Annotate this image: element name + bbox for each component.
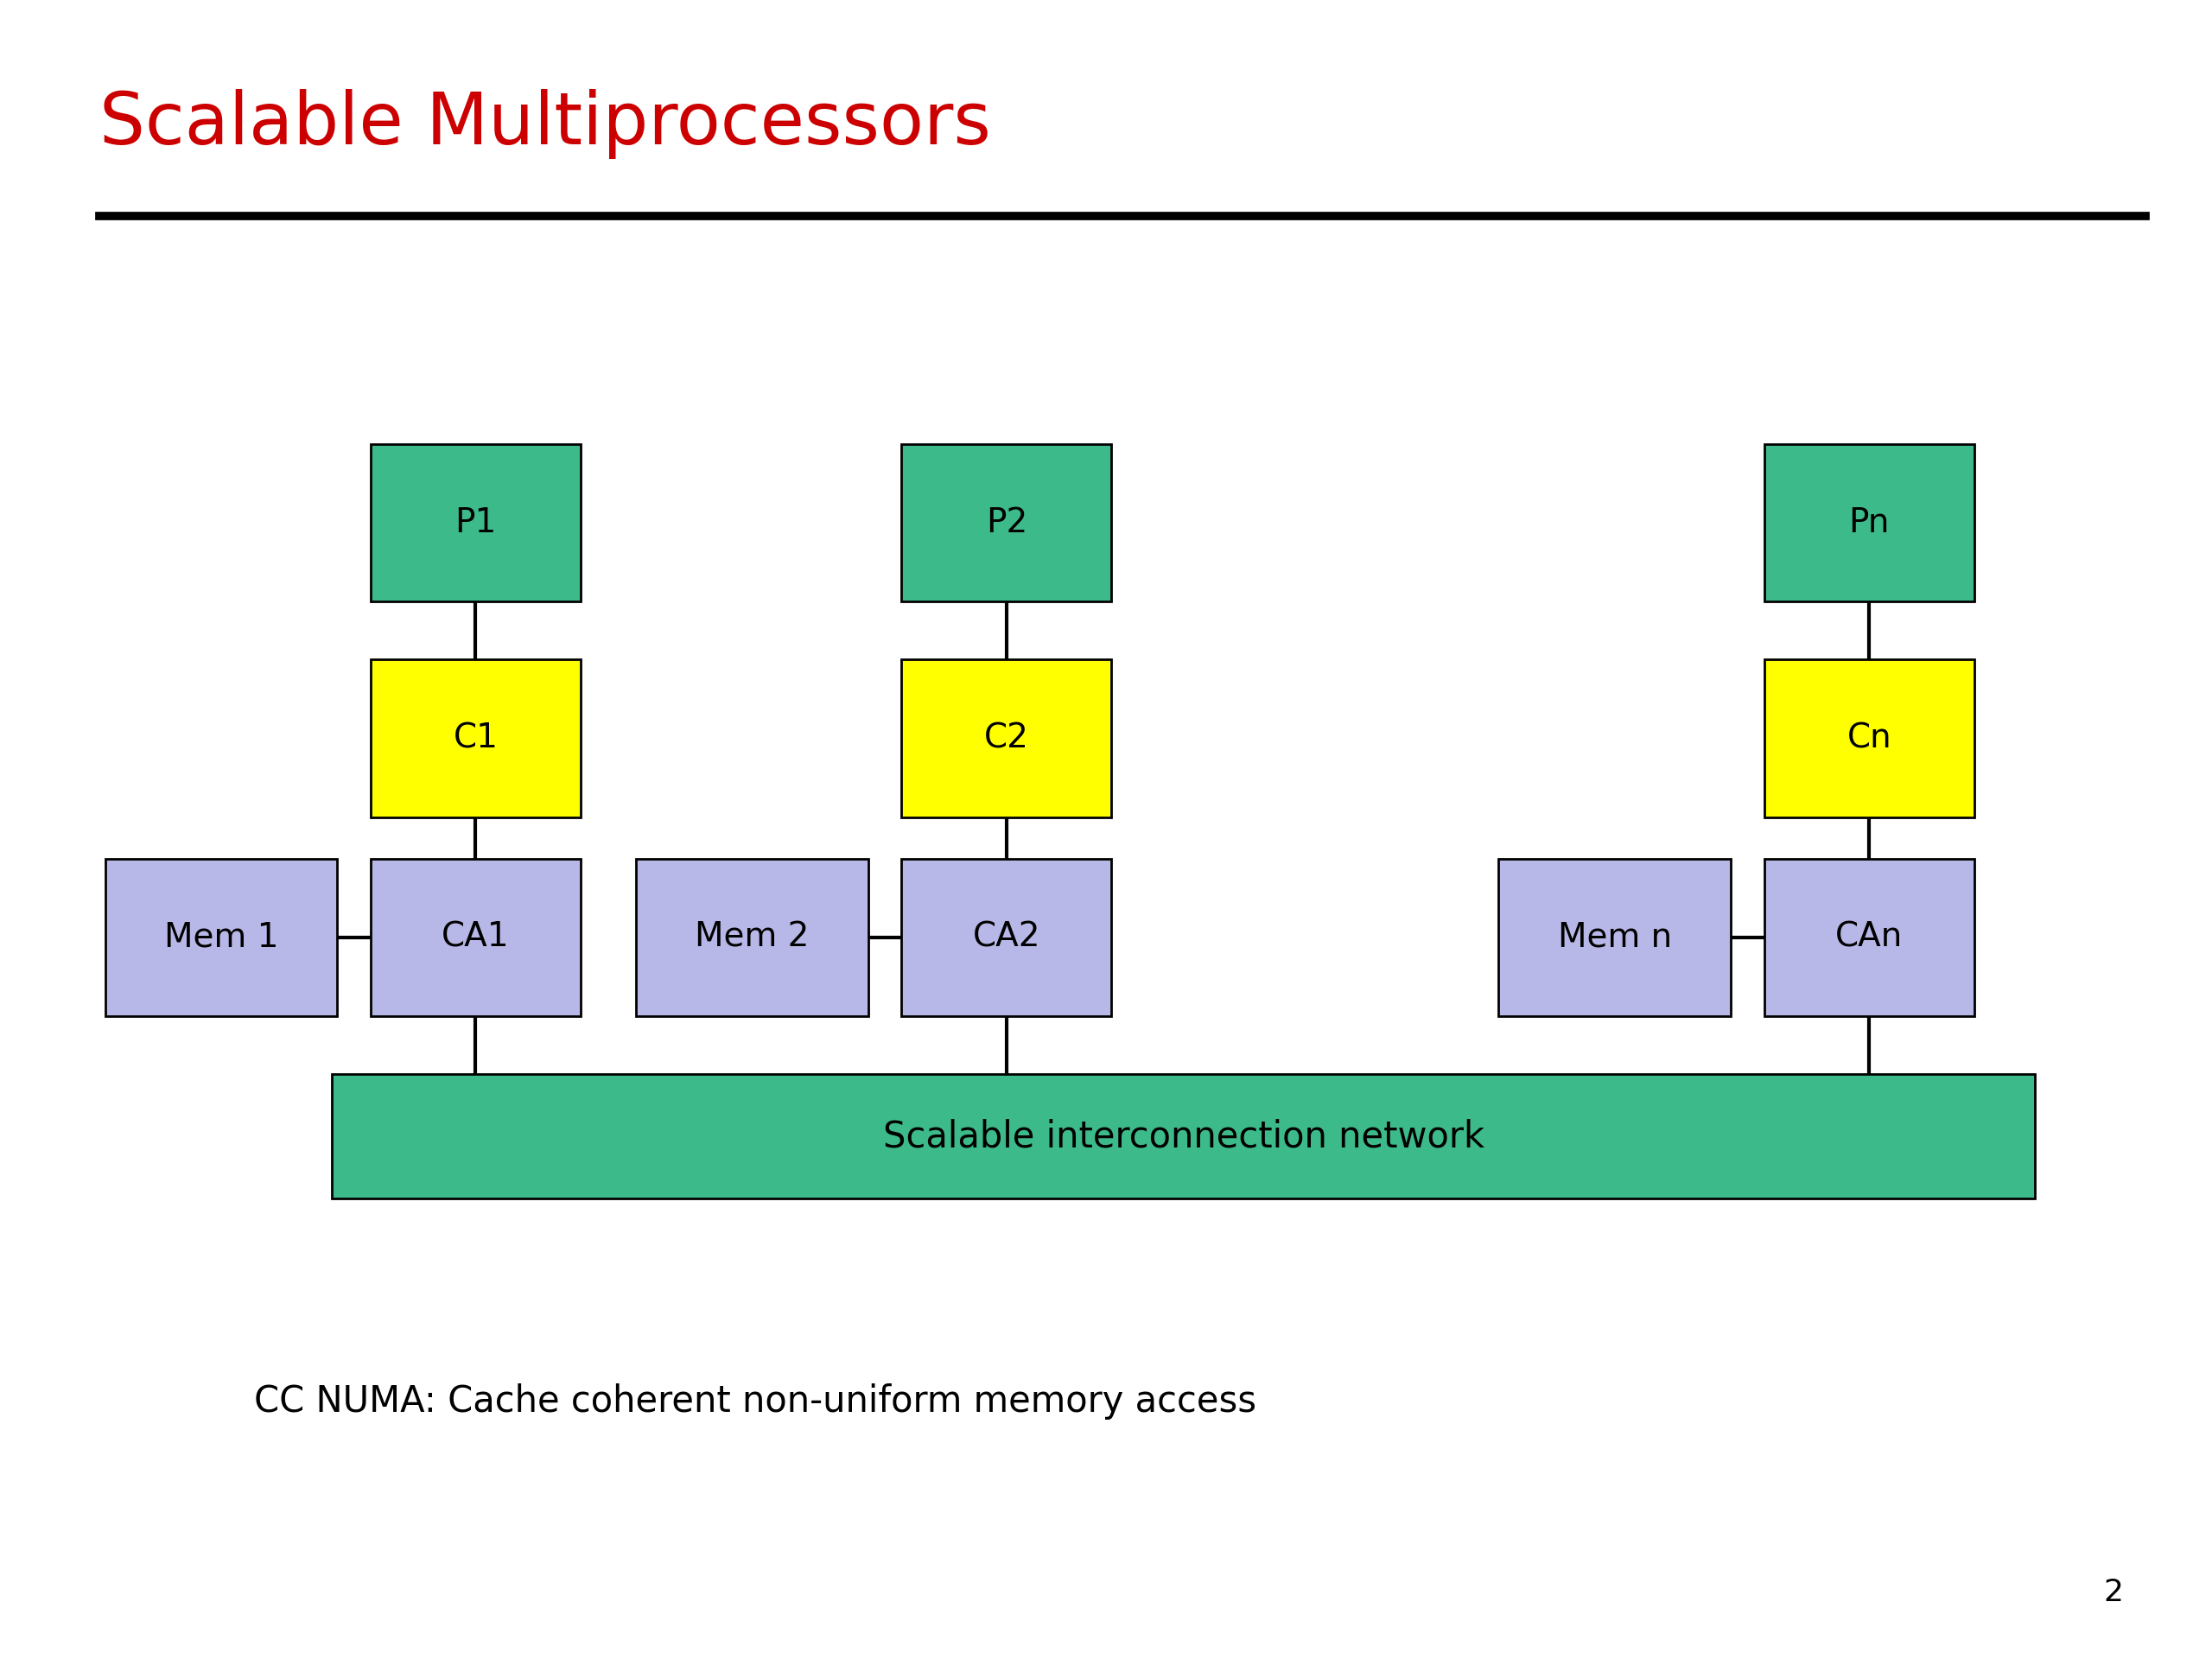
Text: C1: C1 [453,722,498,755]
FancyBboxPatch shape [104,859,336,1015]
Text: Mem n: Mem n [1557,921,1672,954]
Text: Scalable Multiprocessors: Scalable Multiprocessors [100,90,991,159]
Text: 2: 2 [2104,1578,2124,1608]
Text: CAn: CAn [1836,921,1902,954]
FancyBboxPatch shape [369,659,580,816]
FancyBboxPatch shape [1765,443,1973,601]
FancyBboxPatch shape [637,859,869,1015]
FancyBboxPatch shape [332,1075,2035,1198]
Text: CA2: CA2 [973,921,1040,954]
Text: Mem 2: Mem 2 [695,921,810,954]
FancyBboxPatch shape [1765,859,1973,1015]
FancyBboxPatch shape [1765,659,1973,816]
Text: P1: P1 [456,506,495,539]
Text: C2: C2 [984,722,1029,755]
FancyBboxPatch shape [369,859,580,1015]
Text: P2: P2 [987,506,1026,539]
Text: Cn: Cn [1847,722,1891,755]
Text: CC NUMA: Cache coherent non-uniform memory access: CC NUMA: Cache coherent non-uniform memo… [254,1384,1256,1420]
FancyBboxPatch shape [902,443,1113,601]
FancyBboxPatch shape [369,443,580,601]
Text: CA1: CA1 [442,921,509,954]
FancyBboxPatch shape [1500,859,1730,1015]
Text: Scalable interconnection network: Scalable interconnection network [883,1118,1484,1155]
Text: Pn: Pn [1849,506,1889,539]
FancyBboxPatch shape [902,859,1113,1015]
FancyBboxPatch shape [902,659,1113,816]
Text: Mem 1: Mem 1 [164,921,279,954]
